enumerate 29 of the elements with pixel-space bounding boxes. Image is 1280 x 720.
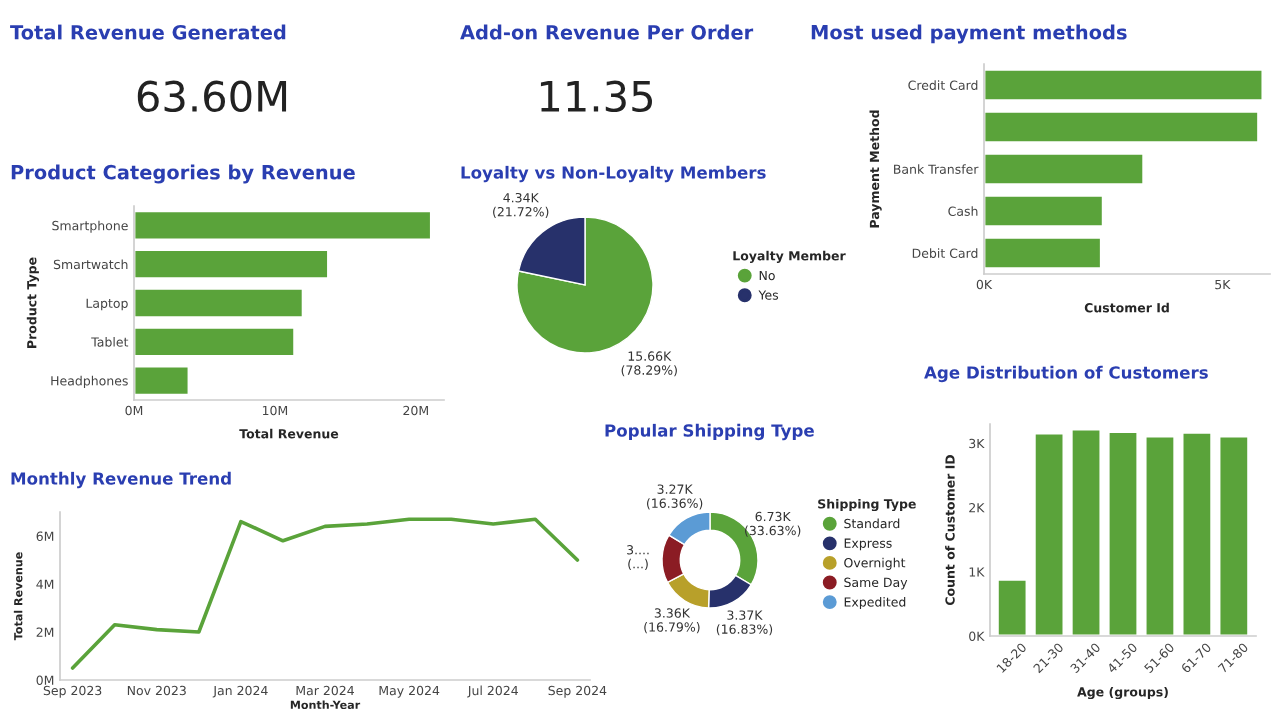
text: Total Revenue Generated — [10, 24, 286, 40]
bar — [134, 209, 433, 242]
pie-slice — [516, 216, 654, 354]
bar — [984, 67, 1265, 103]
text: Add-on Revenue Per Order — [460, 24, 754, 40]
bar — [984, 235, 1103, 271]
bar — [134, 248, 330, 281]
chart-title: Most used payment methods — [811, 24, 1127, 44]
bar — [1032, 431, 1066, 636]
bar — [1143, 434, 1177, 636]
bar — [984, 193, 1105, 229]
bar — [134, 325, 297, 358]
chart-title: Loyalty vs Non-Loyalty Members — [461, 165, 766, 183]
chart-title: Product Categories by Revenue — [11, 164, 355, 184]
bar — [984, 109, 1260, 145]
bar — [996, 578, 1029, 636]
bar — [1217, 434, 1250, 636]
chart-title: Age Distribution of Customers — [924, 365, 1208, 383]
line-series — [70, 517, 580, 670]
bar — [1106, 430, 1140, 636]
chart-title: Monthly Revenue Trend — [11, 471, 231, 489]
text: 63.60M — [137, 80, 287, 113]
chart-title: Popular Shipping Type — [605, 423, 814, 441]
bar — [1069, 427, 1103, 636]
bar — [1180, 430, 1214, 636]
bar — [134, 364, 191, 397]
bar — [984, 151, 1146, 187]
text: 11.35 — [540, 80, 652, 113]
bar — [134, 287, 305, 319]
